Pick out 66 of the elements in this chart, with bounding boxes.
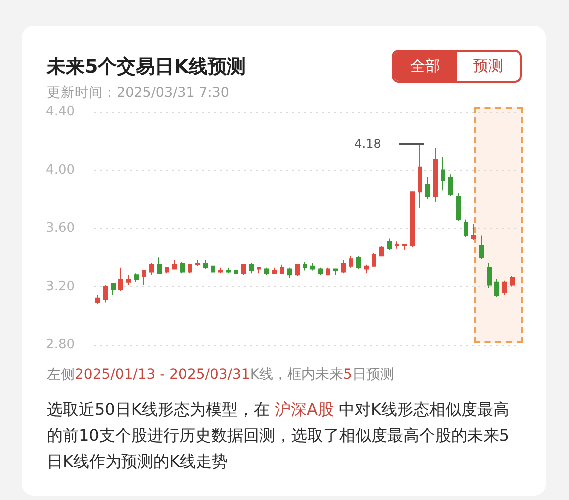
candlestick: [180, 261, 185, 274]
chart-title: 未来5个交易日K线预测: [47, 55, 246, 79]
candlestick: [433, 148, 438, 203]
candlestick: [379, 245, 384, 257]
candlestick: [134, 273, 139, 283]
candlestick: [326, 267, 330, 276]
candlestick: [103, 284, 108, 304]
candlestick: [264, 267, 269, 276]
candlestick: [510, 276, 515, 288]
candlestick: [126, 274, 131, 286]
text: 左侧2025/01/13 - 2025/03/31K线，框内未来5日预测: [47, 366, 394, 384]
candlestick: [218, 267, 223, 274]
y-tick-label: 4.40: [46, 104, 75, 120]
candlestick: [257, 267, 261, 274]
candlestick: [333, 268, 338, 276]
candlestick: [402, 244, 407, 251]
candlestick: [295, 264, 300, 278]
candlestick: [341, 260, 346, 274]
candlestick: [494, 278, 499, 298]
annotation: 4.18: [354, 137, 382, 152]
candlestick: [234, 270, 238, 274]
chart-subtitle: 更新时间：2025/03/31 7:30: [47, 84, 230, 102]
candlestick: [387, 238, 392, 251]
candlestick: [287, 267, 292, 279]
candlestick: [211, 266, 215, 273]
candlestick: [111, 283, 116, 296]
candlestick: [448, 174, 453, 197]
y-tick-label: 4.00: [46, 162, 75, 178]
candlestick: [464, 219, 468, 238]
tab-button: 全部: [394, 52, 457, 81]
candlestick: [118, 267, 123, 292]
text: 选取近50日K线形态为模型，在 沪深A股 中对K线形态相似度最高的前10支个股进行历史数据回测，选取了相似度最高个股的未来5日K线作为预测的K线走势: [47, 399, 511, 473]
candlestick: [487, 262, 492, 289]
candlestick: [425, 177, 430, 200]
candlestick: [303, 261, 307, 272]
candlestick: [364, 264, 369, 274]
candlestick: [195, 260, 200, 267]
candlestick: [349, 256, 353, 268]
candlestick: [203, 260, 208, 270]
candlestick: [479, 235, 484, 260]
candlestick: [356, 256, 361, 270]
candlestick: [226, 267, 231, 274]
y-tick-label: 3.60: [46, 221, 75, 236]
candlestick: [441, 156, 445, 192]
candlestick: [272, 267, 277, 274]
y-tick-label: 2.80: [46, 338, 75, 352]
candlestick: [456, 193, 461, 222]
candlestick: [157, 257, 162, 274]
candlestick: [410, 192, 415, 248]
candlestick: [418, 144, 422, 209]
candlestick: [149, 262, 154, 276]
candlestick: [188, 264, 192, 274]
candlestick: [310, 262, 315, 272]
candlestick: [280, 264, 284, 274]
candlestick: [172, 260, 177, 270]
candlestick: [471, 224, 476, 241]
candlestick: [241, 264, 246, 276]
candlestick: [372, 252, 376, 267]
y-tick-label: 3.20: [46, 279, 75, 294]
candlestick: [318, 267, 323, 276]
candlestick: [395, 241, 399, 250]
candlestick: [165, 267, 169, 274]
candlestick: [502, 280, 507, 296]
candlestick: [249, 262, 254, 274]
candlestick: [95, 294, 100, 305]
candlestick: [142, 270, 146, 286]
